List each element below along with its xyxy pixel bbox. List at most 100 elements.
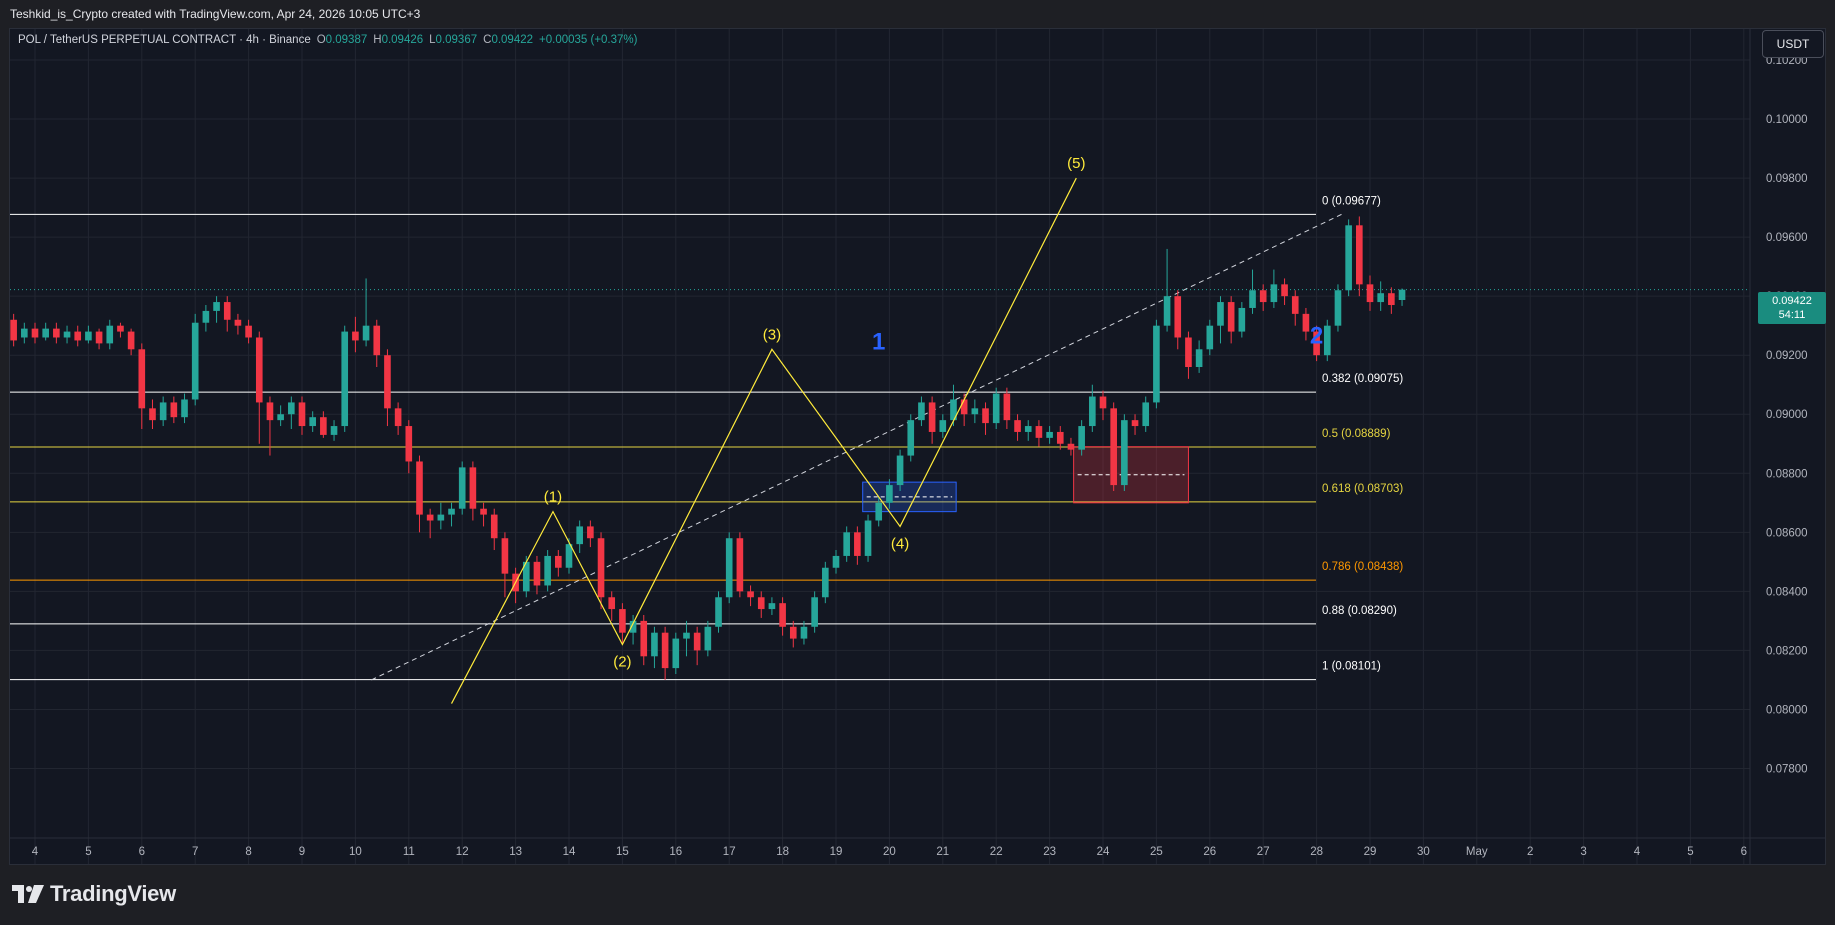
candle-body [223, 302, 231, 320]
brand-bar [0, 866, 1835, 925]
candle-body [362, 325, 370, 341]
change-value: +0.00035 (+0.37%) [539, 34, 638, 46]
wave-count-annotation[interactable]: 1 [872, 328, 885, 355]
candle-body [1174, 296, 1182, 338]
candle-body [277, 414, 284, 421]
time-tick-label: 13 [509, 846, 522, 858]
time-tick-label: 26 [1203, 846, 1216, 858]
time-tick-label: 20 [883, 846, 896, 858]
wave-label: (3) [763, 326, 781, 343]
time-tick-label: 18 [776, 846, 789, 858]
low-value: 0.09367 [435, 34, 478, 46]
elliott-wave[interactable]: (1) (2) (3) (4) (5) [450, 155, 1086, 704]
candle-body [298, 402, 306, 427]
candle-body [426, 514, 434, 521]
high-value: 0.09426 [381, 34, 424, 46]
candle-body [843, 532, 850, 556]
candle-body [1291, 296, 1299, 314]
candle-body [907, 420, 915, 456]
candle-body [672, 638, 680, 669]
candle-body [629, 620, 637, 633]
candle-body [127, 331, 135, 350]
candle-body [992, 393, 1000, 424]
candle-body [555, 555, 562, 568]
time-tick-label: 7 [192, 846, 198, 858]
candle-body [661, 632, 669, 669]
time-tick-label: 25 [1150, 846, 1163, 858]
chart-background [10, 28, 1825, 864]
time-tick-label: 8 [245, 846, 251, 858]
chart-credit: Teshkid_is_Crypto created with TradingVi… [10, 7, 421, 21]
candle-body [619, 609, 626, 633]
price-axis[interactable]: 0.102000.100000.098000.096000.094000.092… [1749, 28, 1825, 864]
candle-body [1227, 302, 1235, 332]
bar-countdown: 54:11 [1778, 309, 1806, 321]
low-label: L [429, 34, 436, 46]
time-tick-label: 28 [1310, 846, 1323, 858]
candle-body [1270, 284, 1278, 303]
candle-body [1217, 302, 1224, 326]
candle-body [928, 402, 936, 432]
candle-body [448, 508, 455, 515]
candle-body [1110, 408, 1117, 486]
candle-body [725, 538, 733, 598]
candle-body [1185, 337, 1192, 368]
candle-body [1089, 396, 1096, 427]
candle-body [768, 603, 776, 610]
candle-body [1281, 284, 1288, 297]
candle-body [437, 514, 445, 521]
candle-body [1323, 325, 1331, 356]
candle-body [608, 597, 616, 610]
time-tick-label: 5 [85, 846, 91, 858]
fib-level-label: 0.618 (0.08703) [1322, 483, 1403, 495]
candle-body [309, 417, 316, 427]
candle-body [352, 331, 359, 341]
candle-body [138, 349, 146, 409]
price-chart[interactable]: 0 (0.09677) 0.382 (0.09075) 0.5 (0.08889) 0… [0, 0, 1835, 866]
time-tick-label: 15 [616, 846, 629, 858]
price-tick-label: 0.08800 [1766, 468, 1808, 480]
open-value: 0.09387 [325, 34, 368, 46]
last-price-badge: 0.09422 54:11 [1758, 292, 1826, 324]
candle-body [394, 408, 402, 427]
candle-body [1398, 289, 1406, 300]
candle-body [416, 461, 423, 515]
elliott-wave-path[interactable] [450, 177, 1077, 704]
tradingview-logo-text: TradingView [50, 881, 176, 906]
price-tick-label: 0.09800 [1766, 173, 1808, 185]
candle-body [533, 561, 541, 586]
time-tick-label: 29 [1364, 846, 1377, 858]
time-axis[interactable]: 4 5 6 7 8 9 10 11 12 13 14 15 16 17 18 19 20 21 22 23 24 25 26… [9, 28, 1826, 865]
fibonacci-retracement[interactable]: 0 (0.09677) 0.382 (0.09075) 0.5 (0.08889) 0… [10, 195, 1403, 681]
candle-body [1249, 290, 1256, 308]
candle-body [1195, 349, 1203, 368]
price-tick-label: 0.10200 [1766, 55, 1808, 67]
candle-body [74, 331, 82, 341]
candle-body [1302, 313, 1310, 332]
candle-body [320, 417, 327, 435]
currency-button[interactable]: USDT [1762, 30, 1824, 58]
grid [10, 28, 1750, 864]
fib-level-label: 0.382 (0.09075) [1322, 373, 1403, 385]
fib-level-label: 0 (0.09677) [1322, 195, 1381, 207]
wave-label: (2) [613, 653, 631, 670]
candle-body [1345, 225, 1352, 291]
symbol-name[interactable]: POL / TetherUS PERPETUAL CONTRACT · 4h ·… [18, 34, 311, 46]
candle-body [458, 467, 466, 509]
candle-body [106, 325, 114, 344]
candle-body [693, 632, 701, 651]
close-label: C [483, 34, 492, 46]
fib-level-label: 0.786 (0.08438) [1322, 561, 1403, 573]
wave-label: (1) [544, 489, 562, 506]
tradingview-logo[interactable]: TradingView [12, 881, 176, 907]
price-tick-label: 0.07800 [1766, 763, 1808, 775]
candle-body [939, 420, 947, 432]
wave-count-annotation[interactable]: 2 [1310, 322, 1323, 349]
candle-body [490, 514, 498, 539]
candle-body [1313, 331, 1320, 356]
time-tick-label: 3 [1580, 846, 1586, 858]
candle-body [341, 331, 349, 427]
candle-body [213, 302, 220, 311]
time-tick-label: 17 [723, 846, 736, 858]
